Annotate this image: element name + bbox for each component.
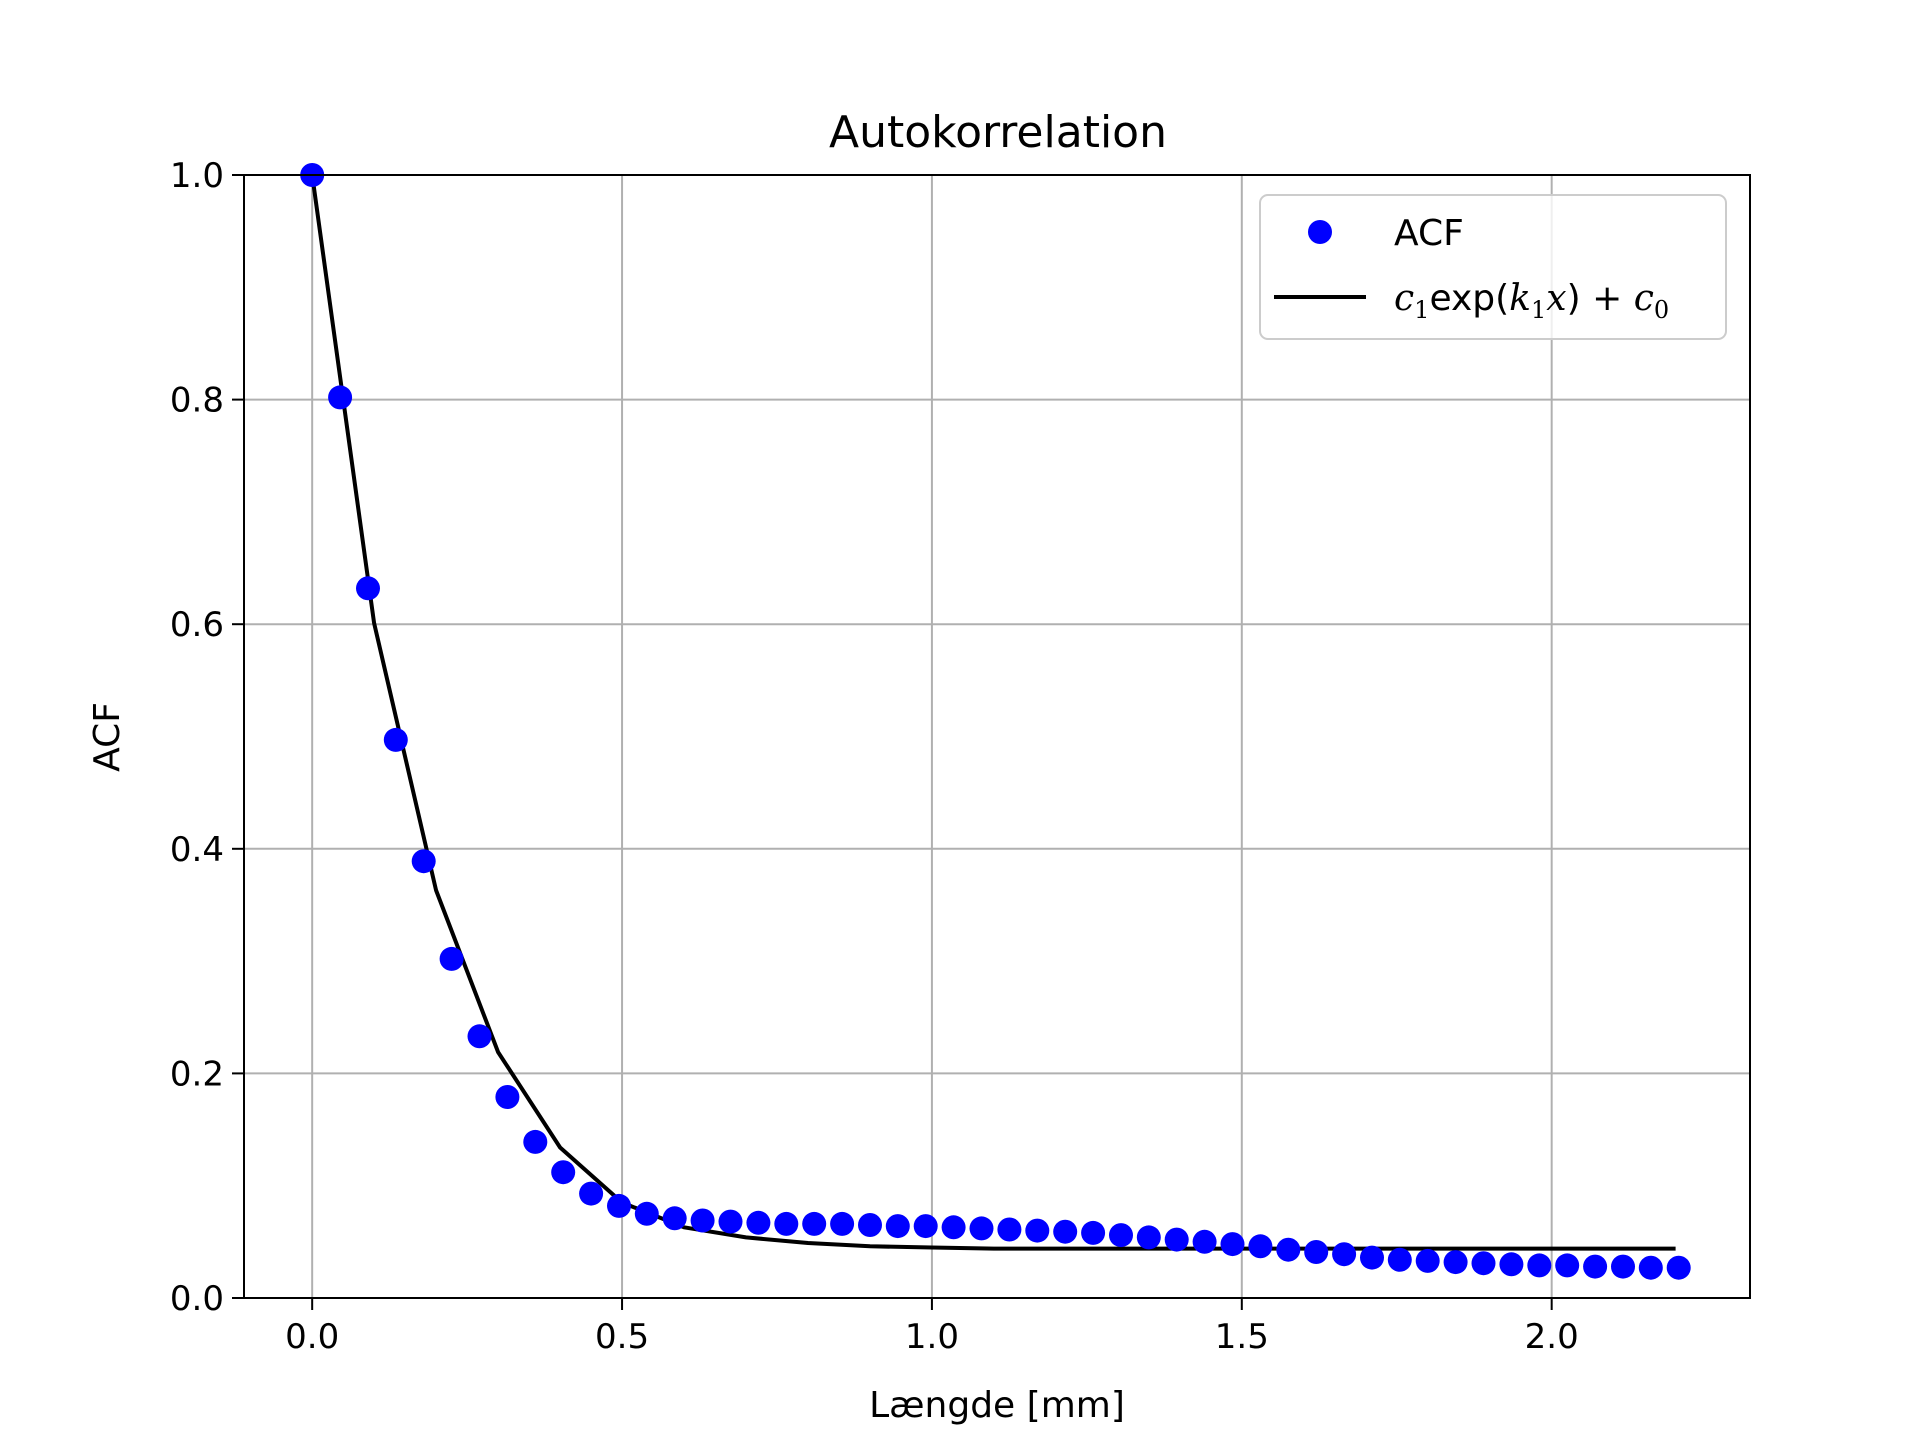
acf-data-point: [802, 1211, 827, 1236]
acf-data-point: [1025, 1218, 1050, 1243]
acf-data-point: [997, 1217, 1022, 1242]
acf-data-point: [1081, 1220, 1106, 1245]
x-tick-label: 1.0: [905, 1317, 959, 1357]
x-tick-label: 1.5: [1215, 1317, 1269, 1357]
acf-data-point: [1387, 1247, 1412, 1272]
plot-frame: [243, 174, 1751, 1299]
acf-data-point: [718, 1209, 743, 1234]
acf-data-point: [1583, 1254, 1608, 1279]
acf-data-point: [1360, 1245, 1384, 1270]
acf-data-point: [1332, 1242, 1357, 1267]
y-axis-label: ACF: [87, 702, 128, 772]
legend-box: [1259, 194, 1727, 340]
acf-data-point: [634, 1201, 659, 1226]
acf-data-point: [1611, 1254, 1635, 1279]
acf-points-layer: [300, 163, 1691, 1280]
acf-data-point: [523, 1129, 548, 1154]
x-tick-label: 2.0: [1525, 1317, 1579, 1357]
grid-lines: [244, 174, 1750, 1299]
chart-title: Autokorrelation: [829, 107, 1167, 158]
acf-data-point: [830, 1211, 855, 1236]
acf-data-point: [1109, 1223, 1133, 1248]
acf-data-point: [1248, 1234, 1273, 1259]
y-tick-label: 0.6: [170, 605, 224, 645]
y-tick-label: 0.4: [170, 830, 224, 870]
acf-data-point: [467, 1024, 492, 1049]
acf-data-point: [885, 1214, 910, 1239]
acf-data-point: [662, 1206, 687, 1231]
legend-acf-label: ACF: [1394, 213, 1464, 254]
acf-data-point: [328, 385, 353, 410]
fit-curve-layer: [310, 174, 1676, 1251]
acf-data-point: [969, 1216, 994, 1241]
acf-data-point: [690, 1208, 715, 1233]
acf-data-point: [1136, 1225, 1161, 1250]
acf-data-point: [1220, 1232, 1245, 1257]
acf-data-point: [1527, 1253, 1552, 1278]
acf-data-point: [774, 1211, 799, 1236]
acf-data-point: [495, 1085, 520, 1109]
acf-data-point: [1499, 1252, 1524, 1277]
y-axis-ticks: 0.0 0.2 0.4 0.6 0.8 1.0: [170, 156, 244, 1319]
legend-fit-label: c1exp(k1x) + c0: [1394, 278, 1669, 324]
acf-data-point: [1276, 1237, 1301, 1262]
acf-data-point: [607, 1193, 631, 1218]
y-tick-label: 1.0: [170, 156, 224, 196]
acf-data-point: [439, 946, 464, 971]
acf-data-point: [1164, 1227, 1189, 1252]
acf-data-point: [1192, 1229, 1217, 1254]
acf-data-point: [941, 1215, 966, 1240]
acf-data-point: [383, 727, 408, 752]
y-tick-label: 0.8: [170, 381, 224, 421]
acf-data-point: [1666, 1255, 1691, 1280]
acf-data-point: [1638, 1255, 1663, 1280]
legend: ACF c1exp(k1x) + c0: [1259, 194, 1727, 340]
acf-data-point: [411, 849, 436, 874]
acf-data-point: [356, 576, 380, 601]
acf-data-point: [746, 1210, 771, 1235]
fit-curve: [310, 174, 1676, 1251]
y-tick-label: 0.0: [170, 1279, 224, 1319]
acf-data-point: [551, 1160, 576, 1185]
x-tick-label: 0.5: [595, 1317, 649, 1357]
x-axis-label: Længde [mm]: [869, 1385, 1125, 1426]
acf-data-point: [1471, 1251, 1496, 1276]
acf-data-point: [858, 1213, 882, 1237]
acf-data-point: [1304, 1240, 1329, 1264]
legend-acf-marker: [1308, 220, 1332, 244]
acf-data-point: [913, 1214, 938, 1239]
acf-data-point: [1053, 1219, 1078, 1244]
acf-data-point: [1443, 1250, 1468, 1275]
acf-data-point: [1555, 1253, 1580, 1278]
acf-data-point: [1415, 1248, 1440, 1273]
acf-data-point: [579, 1181, 604, 1206]
y-tick-label: 0.2: [170, 1054, 224, 1094]
x-tick-label: 0.0: [285, 1317, 339, 1357]
x-axis-ticks: 0.0 0.5 1.0 1.5 2.0: [285, 1298, 1579, 1357]
